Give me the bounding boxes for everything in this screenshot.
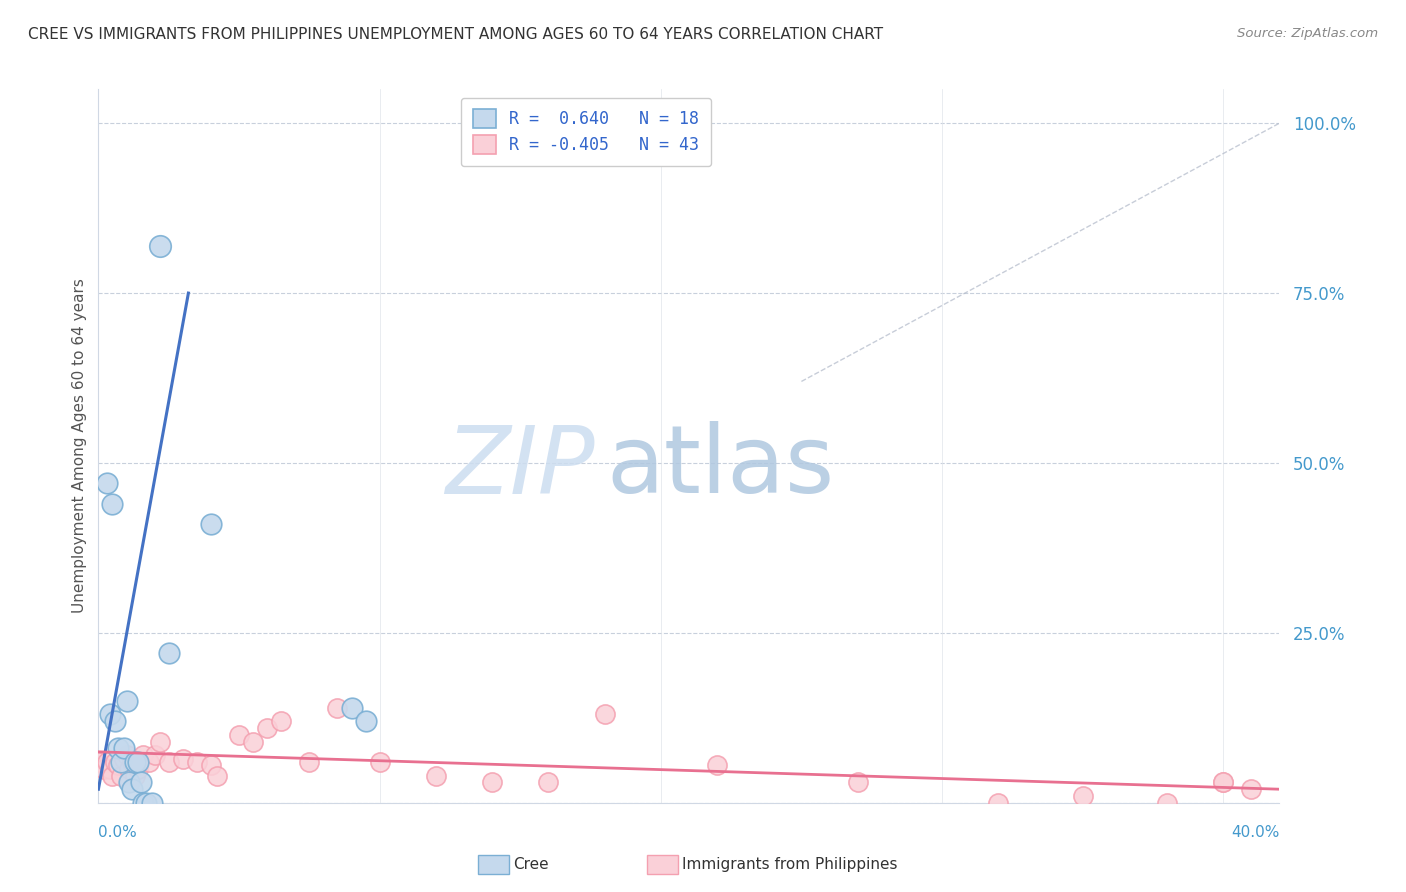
Point: [96, 755, 118, 769]
Point: [1212, 775, 1234, 789]
Point: [368, 755, 391, 769]
Point: [149, 734, 172, 748]
Text: atlas: atlas: [606, 421, 835, 514]
Text: 40.0%: 40.0%: [1232, 825, 1279, 840]
Point: [132, 748, 155, 763]
Point: [1212, 775, 1234, 789]
Point: [228, 728, 250, 742]
Y-axis label: Unemployment Among Ages 60 to 64 years: Unemployment Among Ages 60 to 64 years: [72, 278, 87, 614]
Point: [132, 796, 155, 810]
Point: [846, 775, 869, 789]
Point: [121, 782, 143, 797]
Point: [143, 748, 166, 763]
Point: [118, 762, 141, 776]
Point: [481, 775, 503, 789]
Point: [118, 775, 141, 789]
Point: [138, 755, 160, 769]
Point: [107, 741, 129, 756]
Point: [157, 755, 180, 769]
Point: [101, 497, 124, 511]
Point: [340, 700, 363, 714]
Point: [425, 769, 447, 783]
Point: [186, 755, 208, 769]
Point: [157, 646, 180, 660]
Point: [112, 751, 135, 765]
Text: Immigrants from Philippines: Immigrants from Philippines: [682, 857, 897, 871]
Text: 0.0%: 0.0%: [98, 825, 138, 840]
Text: Cree: Cree: [513, 857, 548, 871]
Text: Source: ZipAtlas.com: Source: ZipAtlas.com: [1237, 27, 1378, 40]
Point: [115, 748, 138, 763]
Point: [124, 755, 146, 769]
Legend: R =  0.640   N = 18, R = -0.405   N = 43: R = 0.640 N = 18, R = -0.405 N = 43: [461, 97, 711, 166]
Point: [96, 476, 118, 491]
Point: [326, 700, 349, 714]
Point: [149, 238, 172, 252]
Point: [107, 758, 129, 772]
Point: [298, 755, 321, 769]
Point: [1240, 782, 1263, 797]
Point: [987, 796, 1010, 810]
Point: [93, 762, 115, 776]
Point: [172, 751, 194, 765]
Point: [101, 769, 124, 783]
Point: [87, 755, 110, 769]
Point: [112, 741, 135, 756]
Point: [593, 707, 616, 722]
Point: [537, 775, 560, 789]
Point: [1156, 796, 1178, 810]
Point: [200, 758, 222, 772]
Point: [110, 755, 132, 769]
Point: [205, 769, 228, 783]
Point: [270, 714, 292, 729]
Point: [1071, 789, 1094, 803]
Point: [354, 714, 377, 729]
Point: [141, 796, 163, 810]
Point: [242, 734, 264, 748]
Point: [98, 707, 121, 722]
Point: [110, 769, 132, 783]
Point: [104, 714, 127, 729]
Point: [127, 762, 149, 776]
Point: [135, 796, 157, 810]
Point: [127, 755, 149, 769]
Text: CREE VS IMMIGRANTS FROM PHILIPPINES UNEMPLOYMENT AMONG AGES 60 TO 64 YEARS CORRE: CREE VS IMMIGRANTS FROM PHILIPPINES UNEM…: [28, 27, 883, 42]
Point: [115, 694, 138, 708]
Point: [124, 769, 146, 783]
Point: [121, 755, 143, 769]
Point: [98, 762, 121, 776]
Point: [200, 517, 222, 532]
Text: ZIP: ZIP: [444, 422, 595, 513]
Point: [104, 755, 127, 769]
Point: [256, 721, 278, 735]
Point: [129, 775, 152, 789]
Point: [706, 758, 728, 772]
